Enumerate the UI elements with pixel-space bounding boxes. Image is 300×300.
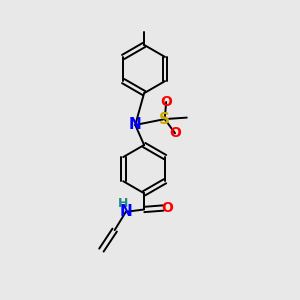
Text: O: O [161,201,173,215]
Text: O: O [169,126,181,140]
Text: O: O [160,95,172,109]
Text: N: N [129,118,142,133]
Text: N: N [119,204,132,219]
Text: S: S [159,112,170,127]
Text: H: H [118,197,129,210]
